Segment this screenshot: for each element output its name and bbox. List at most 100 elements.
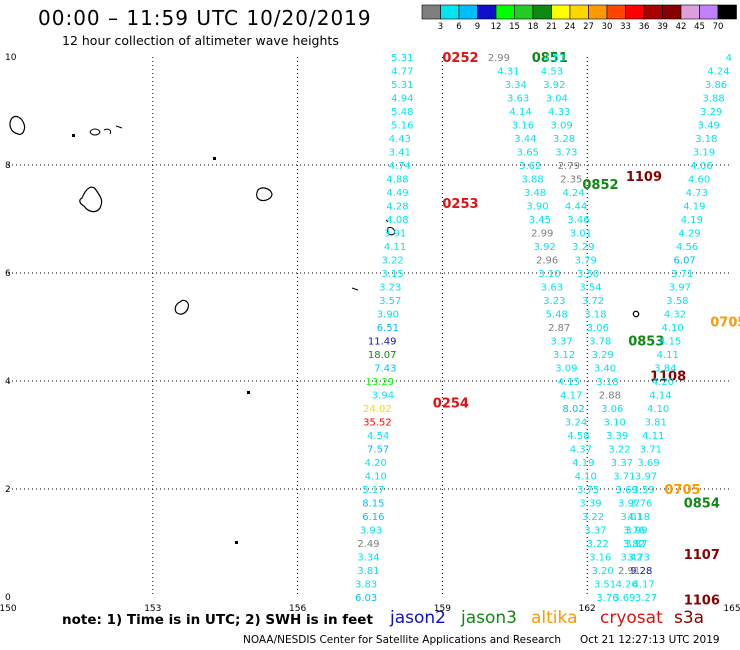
colorbar-label: 36 — [639, 22, 650, 32]
wave-height-value: 3.81 — [645, 418, 667, 429]
wave-height-value: 4.20 — [652, 377, 674, 388]
satellite-tracks: 5.31 4.77 5.31 4.94 5.48 5.16 4.43 3.41 4.74 4.88… — [355, 51, 740, 609]
wave-height-value: 3.41 — [389, 148, 411, 159]
wave-height-value: 3.76 — [630, 499, 652, 510]
wave-height-value: 4.17 — [633, 580, 655, 591]
wave-height-value: 3.73 — [628, 553, 650, 564]
wave-height-value: 4.08 — [386, 215, 408, 226]
wave-height-value: 2.79 — [558, 161, 580, 172]
wave-height-value: 3.24 — [565, 418, 587, 429]
wave-height-value: 4.44 — [565, 202, 587, 213]
colorbar-label: 39 — [657, 22, 668, 32]
colorbar-swatch — [606, 4, 626, 20]
wave-height-value: 3.12 — [553, 350, 575, 361]
wave-height-value: 3.37 — [550, 337, 572, 348]
island-outlines — [9, 115, 640, 544]
wave-height-value: 4.10 — [661, 323, 683, 334]
wave-height-value: 3.72 — [582, 296, 604, 307]
wave-height-value: 4.77 — [391, 67, 413, 78]
wave-height-value: 6.07 — [674, 256, 696, 267]
wave-height-value: 3.88 — [521, 175, 543, 186]
wave-height-value: 8.02 — [563, 404, 585, 415]
wave-height-value: 3.79 — [575, 256, 597, 267]
wave-height-value: 3.22 — [608, 445, 630, 456]
wave-height-value: 3.19 — [693, 148, 715, 159]
y-tick-label: 2 — [5, 485, 11, 495]
colorbar-swatch — [588, 4, 608, 20]
wave-height-value: 9.28 — [630, 566, 652, 577]
colorbar-swatch — [440, 4, 460, 20]
wave-height-value: 3.75 — [577, 485, 599, 496]
wave-height-value: 4.18 — [628, 512, 650, 523]
colorbar-label: 6 — [456, 22, 461, 32]
island-outline — [632, 310, 640, 318]
wave-height-value: 3.50 — [577, 269, 599, 280]
wave-height-value: 3.15 — [382, 269, 404, 280]
pass-time-label: 1106 — [684, 594, 720, 609]
wave-height-value: 3.04 — [546, 94, 568, 105]
wave-height-value: 11.49 — [368, 337, 397, 348]
wave-height-value: 3.59 — [633, 485, 655, 496]
wave-height-value: 3.09 — [550, 121, 572, 132]
island-outline — [174, 299, 189, 315]
colorbar-label: 18 — [528, 22, 539, 32]
wave-height-value: 4.74 — [389, 161, 411, 172]
wave-height-value: 3.28 — [553, 134, 575, 145]
wave-height-value: 4.73 — [686, 188, 708, 199]
wave-height-value: 3.34 — [357, 553, 379, 564]
wave-height-value: 3.42 — [620, 553, 642, 564]
wave-height-value: 3.06 — [601, 404, 623, 415]
wave-height-value: 4.24 — [707, 67, 729, 78]
colorbar-label: 70 — [713, 22, 724, 32]
wave-height-value: 3.22 — [587, 539, 609, 550]
wave-height-value: 4.15 — [659, 337, 681, 348]
y-tick-label: 6 — [5, 269, 11, 279]
colorbar-swatch — [643, 4, 663, 20]
island-outline — [89, 125, 123, 136]
wave-height-value: 3.54 — [579, 283, 601, 294]
wave-height-value: 2.96 — [536, 256, 558, 267]
wave-height-value: 3.16 — [512, 121, 534, 132]
wave-height-value: 3.16 — [589, 553, 611, 564]
wave-height-value: 3.83 — [355, 580, 377, 591]
wave-height-value: 3.99 — [625, 526, 647, 537]
colorbar-label: 9 — [475, 22, 480, 32]
wave-height-value: 3.92 — [543, 80, 565, 91]
wave-height-value: 4.53 — [543, 53, 565, 64]
axis-tick-labels: 150 153 156 159 162 165 0 2 4 6 8 10 — [0, 53, 740, 614]
wave-height-value: 5.31 — [391, 53, 413, 64]
colorbar-label: 45 — [694, 22, 705, 32]
wave-height-value: 13.29 — [365, 377, 394, 388]
wave-height-value: 3.78 — [589, 337, 611, 348]
wave-height-value: 5.17 — [362, 485, 384, 496]
wave-height-value: 3.45 — [529, 215, 551, 226]
colorbar-swatch — [551, 4, 571, 20]
page-subtitle: 12 hour collection of altimeter wave hei… — [62, 33, 339, 48]
wave-height-value: 3.73 — [555, 148, 577, 159]
wave-height-value: 4.15 — [558, 377, 580, 388]
wave-height-value: 3.23 — [543, 296, 565, 307]
wave-height-value: 3.69 — [637, 458, 659, 469]
wave-height-value: 3.57 — [379, 296, 401, 307]
pass-time-label: 0705 — [710, 316, 740, 331]
colorbar-swatch — [421, 4, 441, 20]
island-outline — [351, 287, 359, 291]
wave-height-value: 7.43 — [374, 364, 396, 375]
wave-height-value: 3.71 — [640, 445, 662, 456]
colorbar-label: 12 — [491, 22, 502, 32]
colorbar-label: 42 — [676, 22, 687, 32]
colorbar-swatch — [495, 4, 515, 20]
wave-height-value: 8.15 — [362, 499, 384, 510]
pass-time-label: 1108 — [650, 370, 686, 385]
wave-height-value: 3.39 — [606, 431, 628, 442]
wave-height-value: 3.01 — [570, 229, 592, 240]
pass-time-label: 0252 — [442, 51, 478, 66]
legend-jason3: jason3 — [461, 608, 517, 628]
wave-height-value: 3.69 — [613, 593, 635, 604]
wave-height-value: 3.51 — [594, 580, 616, 591]
wave-height-value: 3.94 — [372, 391, 394, 402]
footer-timestamp: Oct 21 12:27:13 UTC 2019 — [580, 634, 720, 646]
legend-jason2: jason2 — [390, 608, 446, 628]
colorbar-label: 3 — [438, 22, 443, 32]
